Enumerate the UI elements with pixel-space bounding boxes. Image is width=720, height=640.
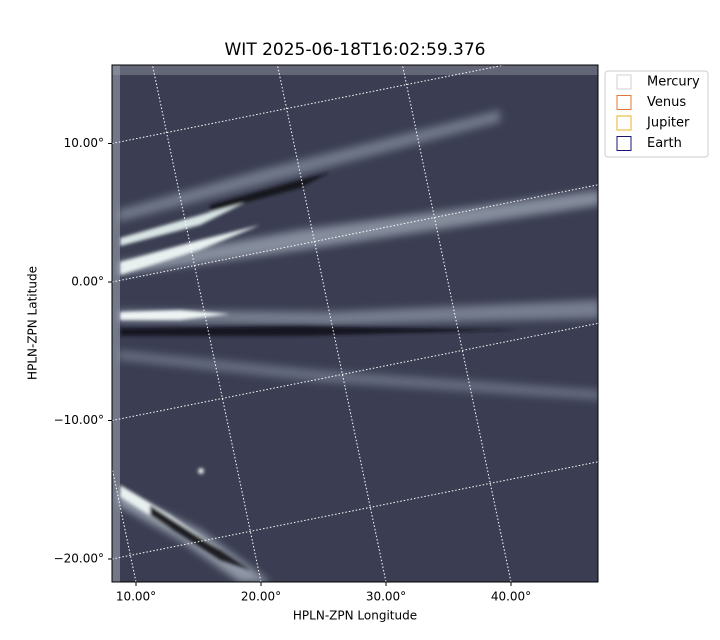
y-tick-label: −20.00° — [54, 552, 104, 566]
grid-line — [112, 461, 598, 560]
legend-label: Earth — [647, 136, 682, 151]
legend-label: Jupiter — [646, 116, 690, 131]
x-tick-label: 20.00° — [241, 590, 281, 604]
grid-line — [112, 184, 598, 283]
legend-label: Mercury — [647, 75, 700, 90]
x-tick-label: 30.00° — [366, 590, 406, 604]
legend-box — [604, 70, 709, 158]
legend-swatch — [616, 136, 632, 151]
y-tick-label: 0.00° — [71, 275, 104, 289]
legend-swatch — [616, 115, 632, 131]
y-tick-label: −10.00° — [54, 413, 104, 427]
x-axis-label: HPLN-ZPN Longitude — [293, 609, 417, 623]
legend: Mercury Venus Jupiter Earth — [604, 70, 709, 158]
y-axis-label: HPLN-ZPN Latitude — [26, 266, 40, 380]
chart-title: WIT 2025-06-18T16:02:59.376 — [225, 40, 486, 60]
legend-label: Venus — [647, 95, 686, 110]
axes-frame — [111, 64, 599, 583]
grid-line — [401, 65, 512, 582]
grid-line — [151, 65, 262, 582]
y-tick-label: 10.00° — [64, 136, 104, 150]
grid-line — [112, 322, 598, 421]
image — [112, 65, 598, 582]
legend-swatch — [616, 95, 632, 110]
grid-line — [276, 65, 387, 582]
x-tick-label: 10.00° — [116, 590, 156, 604]
legend-swatch — [616, 74, 632, 90]
x-tick-label: 40.00° — [491, 590, 531, 604]
